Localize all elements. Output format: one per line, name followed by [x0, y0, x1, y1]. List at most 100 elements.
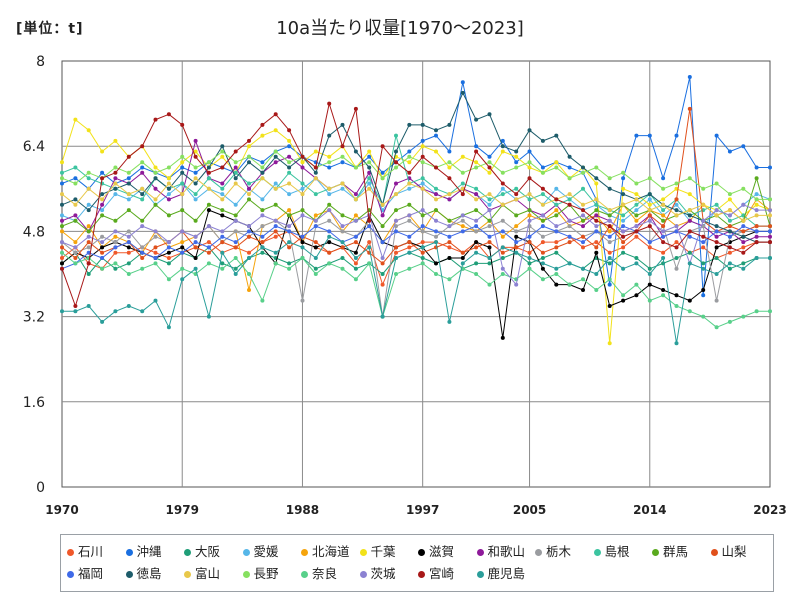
legend-marker	[359, 549, 367, 556]
data-point	[273, 181, 278, 186]
data-point	[313, 224, 318, 229]
data-point	[353, 106, 358, 111]
legend-label: 大阪	[195, 544, 221, 559]
data-point	[340, 154, 345, 159]
data-point	[206, 202, 211, 207]
data-point	[634, 256, 639, 260]
data-point	[394, 181, 398, 186]
data-point	[687, 250, 692, 255]
data-point	[206, 208, 211, 213]
data-point	[420, 176, 425, 181]
data-point	[394, 218, 398, 223]
data-point	[594, 197, 599, 202]
data-point	[73, 202, 78, 207]
data-point	[100, 319, 105, 324]
data-point	[661, 229, 666, 234]
data-point	[60, 266, 64, 271]
data-point	[166, 277, 171, 282]
data-point	[220, 144, 225, 149]
data-point	[487, 208, 492, 213]
data-point	[687, 229, 692, 234]
data-point	[567, 197, 572, 202]
data-point	[647, 197, 652, 202]
data-point	[754, 309, 759, 314]
data-point	[607, 176, 612, 181]
data-point	[180, 229, 185, 234]
data-point	[460, 90, 465, 95]
data-point	[220, 165, 225, 170]
series-茨城	[60, 202, 772, 287]
data-point	[647, 133, 652, 138]
data-point	[60, 160, 64, 165]
data-point	[474, 224, 479, 229]
data-point	[100, 149, 105, 154]
data-point	[540, 234, 545, 239]
data-point	[420, 181, 425, 186]
data-point	[340, 122, 345, 127]
data-point	[180, 170, 185, 175]
data-point	[434, 229, 438, 234]
data-point	[100, 208, 105, 213]
data-point	[140, 160, 145, 165]
data-point	[60, 181, 64, 186]
data-point	[674, 133, 679, 138]
data-point	[394, 192, 398, 197]
data-point	[460, 224, 465, 229]
data-point	[327, 240, 332, 245]
data-point	[674, 224, 679, 229]
data-point	[300, 208, 305, 213]
data-point	[113, 218, 118, 223]
data-point	[540, 165, 545, 170]
data-point	[113, 181, 118, 186]
data-point	[273, 250, 278, 255]
data-point	[754, 240, 759, 245]
data-point	[273, 202, 278, 207]
data-point	[447, 245, 452, 250]
data-point	[554, 245, 559, 250]
data-point	[287, 138, 292, 143]
data-point	[581, 170, 585, 175]
data-point	[140, 245, 145, 250]
data-point	[768, 234, 772, 239]
data-point	[540, 138, 545, 143]
data-point	[554, 240, 559, 245]
data-point	[567, 240, 572, 245]
data-point	[340, 186, 345, 191]
data-point	[514, 165, 519, 170]
data-point	[353, 213, 358, 218]
data-point	[714, 202, 719, 207]
data-point	[247, 272, 251, 276]
series-line	[62, 236, 770, 344]
data-point	[206, 314, 211, 319]
data-point	[327, 133, 332, 138]
data-point	[407, 149, 412, 154]
data-point	[647, 202, 652, 207]
data-point	[554, 213, 559, 218]
data-point	[420, 160, 425, 165]
x-tick-label: 1988	[286, 503, 319, 517]
data-point	[434, 186, 438, 191]
data-point	[233, 202, 238, 207]
data-point	[634, 202, 639, 207]
data-point	[153, 256, 158, 260]
legend-item: 富山	[184, 563, 220, 582]
data-point	[447, 218, 452, 223]
data-point	[474, 144, 479, 149]
data-point	[487, 202, 492, 207]
data-point	[474, 186, 479, 191]
data-point	[220, 197, 225, 202]
data-point	[607, 229, 612, 234]
data-point	[581, 240, 585, 245]
data-point	[273, 112, 278, 117]
data-point	[474, 160, 479, 165]
data-point	[647, 298, 652, 303]
data-point	[300, 186, 305, 191]
legend-item: 大阪	[184, 541, 220, 560]
data-point	[380, 224, 385, 229]
data-point	[741, 261, 746, 266]
data-point	[353, 192, 358, 197]
data-point	[394, 208, 398, 213]
data-point	[60, 192, 64, 197]
data-point	[206, 165, 211, 170]
series-line	[61, 103, 770, 307]
